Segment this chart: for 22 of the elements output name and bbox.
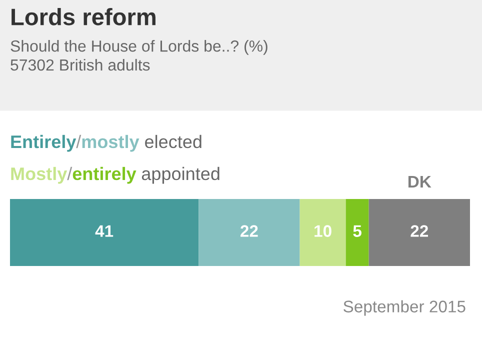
series-label: DK [408, 176, 432, 188]
bar [368, 199, 470, 266]
chart-subtitle: Should the House of Lords be..? (%) 57302 British adults [10, 40, 268, 71]
text: Entirely [11, 134, 76, 152]
text: / [67, 166, 72, 180]
chart-title: Lords reform [12, 8, 156, 26]
text: Mostly [11, 166, 68, 184]
data-label: 10 [314, 225, 332, 237]
data-label: 41 [95, 225, 114, 237]
text: appointed [142, 166, 220, 184]
text: mostly [82, 134, 140, 152]
data-label: 22 [410, 225, 428, 237]
text: / [76, 134, 82, 148]
bar [300, 199, 346, 266]
data-label: 5 [353, 225, 362, 237]
bar [10, 199, 199, 266]
text: elected [145, 134, 202, 148]
text: September 2015 [344, 300, 466, 316]
text: entirely [72, 166, 136, 184]
bar [198, 199, 300, 266]
data-label: 22 [240, 225, 258, 237]
bar [346, 199, 369, 266]
